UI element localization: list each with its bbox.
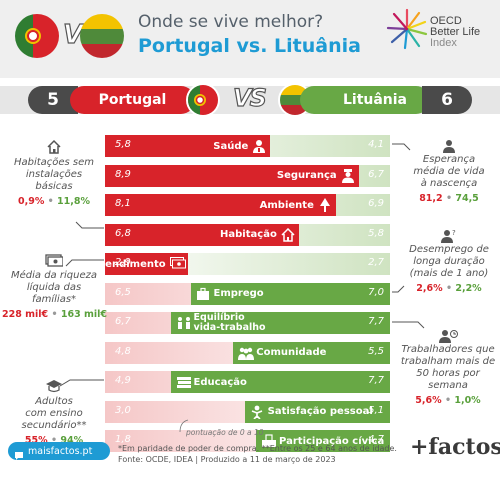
note-life-values: 81,2 • 74,5: [400, 193, 498, 204]
note-wealth-lt: 163 mil€: [60, 309, 108, 320]
note-education-values: 55% • 94%: [4, 435, 104, 446]
scale-note-arrow: [179, 419, 189, 433]
note-unemployment-values: 2,6% • 2,2%: [400, 283, 498, 294]
separator: •: [445, 283, 453, 294]
note-education-text: Adultos com ensino secundário**: [21, 396, 87, 431]
oecd-line-3: Index: [430, 37, 457, 49]
note-hours: Trabalhadores que trabalham mais de 50 h…: [396, 328, 500, 406]
money-icon: [2, 252, 106, 270]
note-unemployment-text: Desemprego de longa duração (mais de 1 a…: [409, 244, 489, 279]
oecd-line-2: Better Life: [430, 26, 481, 38]
separator: •: [445, 193, 453, 204]
separator: •: [47, 196, 54, 207]
note-life: Esperança média de vida à nascença 81,2 …: [400, 138, 498, 204]
house-icon: [4, 139, 104, 157]
note-hours-values: 5,6% • 1,0%: [396, 395, 500, 406]
page-title: Portugal vs. Lituânia: [138, 35, 361, 57]
graduation-icon: [4, 378, 104, 396]
scale-note: pontuação de 0 a 10: [186, 428, 264, 437]
footer-note-1: *Em paridade de poder de compra. **Entre…: [118, 444, 397, 453]
note-housing-values: 0,9% • 11,8%: [4, 196, 104, 207]
note-life-lt: 74,5: [455, 193, 479, 204]
footer-note-2: Fonte: OCDE, IDEA | Produzido a 11 de ma…: [118, 455, 336, 464]
note-education-lt: 94%: [60, 435, 84, 446]
note-housing-lt: 11,8%: [57, 196, 91, 207]
note-education: Adultos com ensino secundário** 55% • 94…: [4, 378, 104, 446]
oecd-title: OECD Better Life Index: [430, 16, 480, 49]
site-text: maisfactos.pt: [28, 445, 93, 457]
note-unemployment-lt: 2,2%: [455, 283, 482, 294]
worker-icon: [396, 328, 500, 344]
brand-logo: +factos: [410, 434, 500, 460]
note-hours-pt: 5,6%: [415, 395, 442, 406]
lithuania-score: 6: [422, 86, 472, 114]
note-housing-text: Habitações sem instalações básicas: [13, 157, 95, 192]
note-life-pt: 81,2: [419, 193, 443, 204]
note-unemployment-pt: 2,6%: [416, 283, 443, 294]
oecd-logo-icon: [386, 8, 428, 50]
portugal-score: 5: [28, 86, 78, 114]
person-question-icon: ?: [400, 228, 498, 244]
site-link[interactable]: maisfactos.pt: [8, 442, 110, 460]
note-housing-pt: 0,9%: [17, 196, 45, 207]
oecd-line-1: OECD: [430, 15, 462, 27]
header-question: Onde se vive melhor?: [138, 12, 324, 32]
note-unemployment: ? Desemprego de longa duração (mais de 1…: [400, 228, 498, 294]
note-housing: Habitações sem instalações básicas 0,9% …: [4, 139, 104, 207]
note-wealth-pt: 228 mil€: [2, 309, 49, 320]
person-icon: [400, 138, 498, 154]
portugal-flag-icon: [15, 14, 59, 58]
note-wealth-values: 228 mil€ • 163 mil€: [2, 309, 108, 320]
svg-text:?: ?: [452, 229, 456, 237]
separator: •: [444, 395, 452, 406]
lithuania-name: Lituânia: [300, 86, 430, 114]
band-vs: VS: [232, 83, 267, 112]
lithuania-flag-icon: [80, 14, 124, 58]
note-life-text: Esperança média de vida à nascença: [413, 154, 485, 189]
chat-icon: [14, 446, 24, 460]
note-hours-text: Trabalhadores que trabalham mais de 50 h…: [400, 344, 496, 391]
note-education-pt: 55%: [24, 435, 48, 446]
note-hours-lt: 1,0%: [454, 395, 481, 406]
separator: •: [50, 435, 58, 446]
note-wealth-text: Média da riqueza líquida das famílias*: [11, 270, 97, 305]
note-wealth: Média da riqueza líquida das famílias* 2…: [2, 252, 108, 320]
portugal-name: Portugal: [70, 86, 195, 114]
portugal-flag-small-icon: [186, 83, 220, 117]
separator: •: [51, 309, 58, 320]
